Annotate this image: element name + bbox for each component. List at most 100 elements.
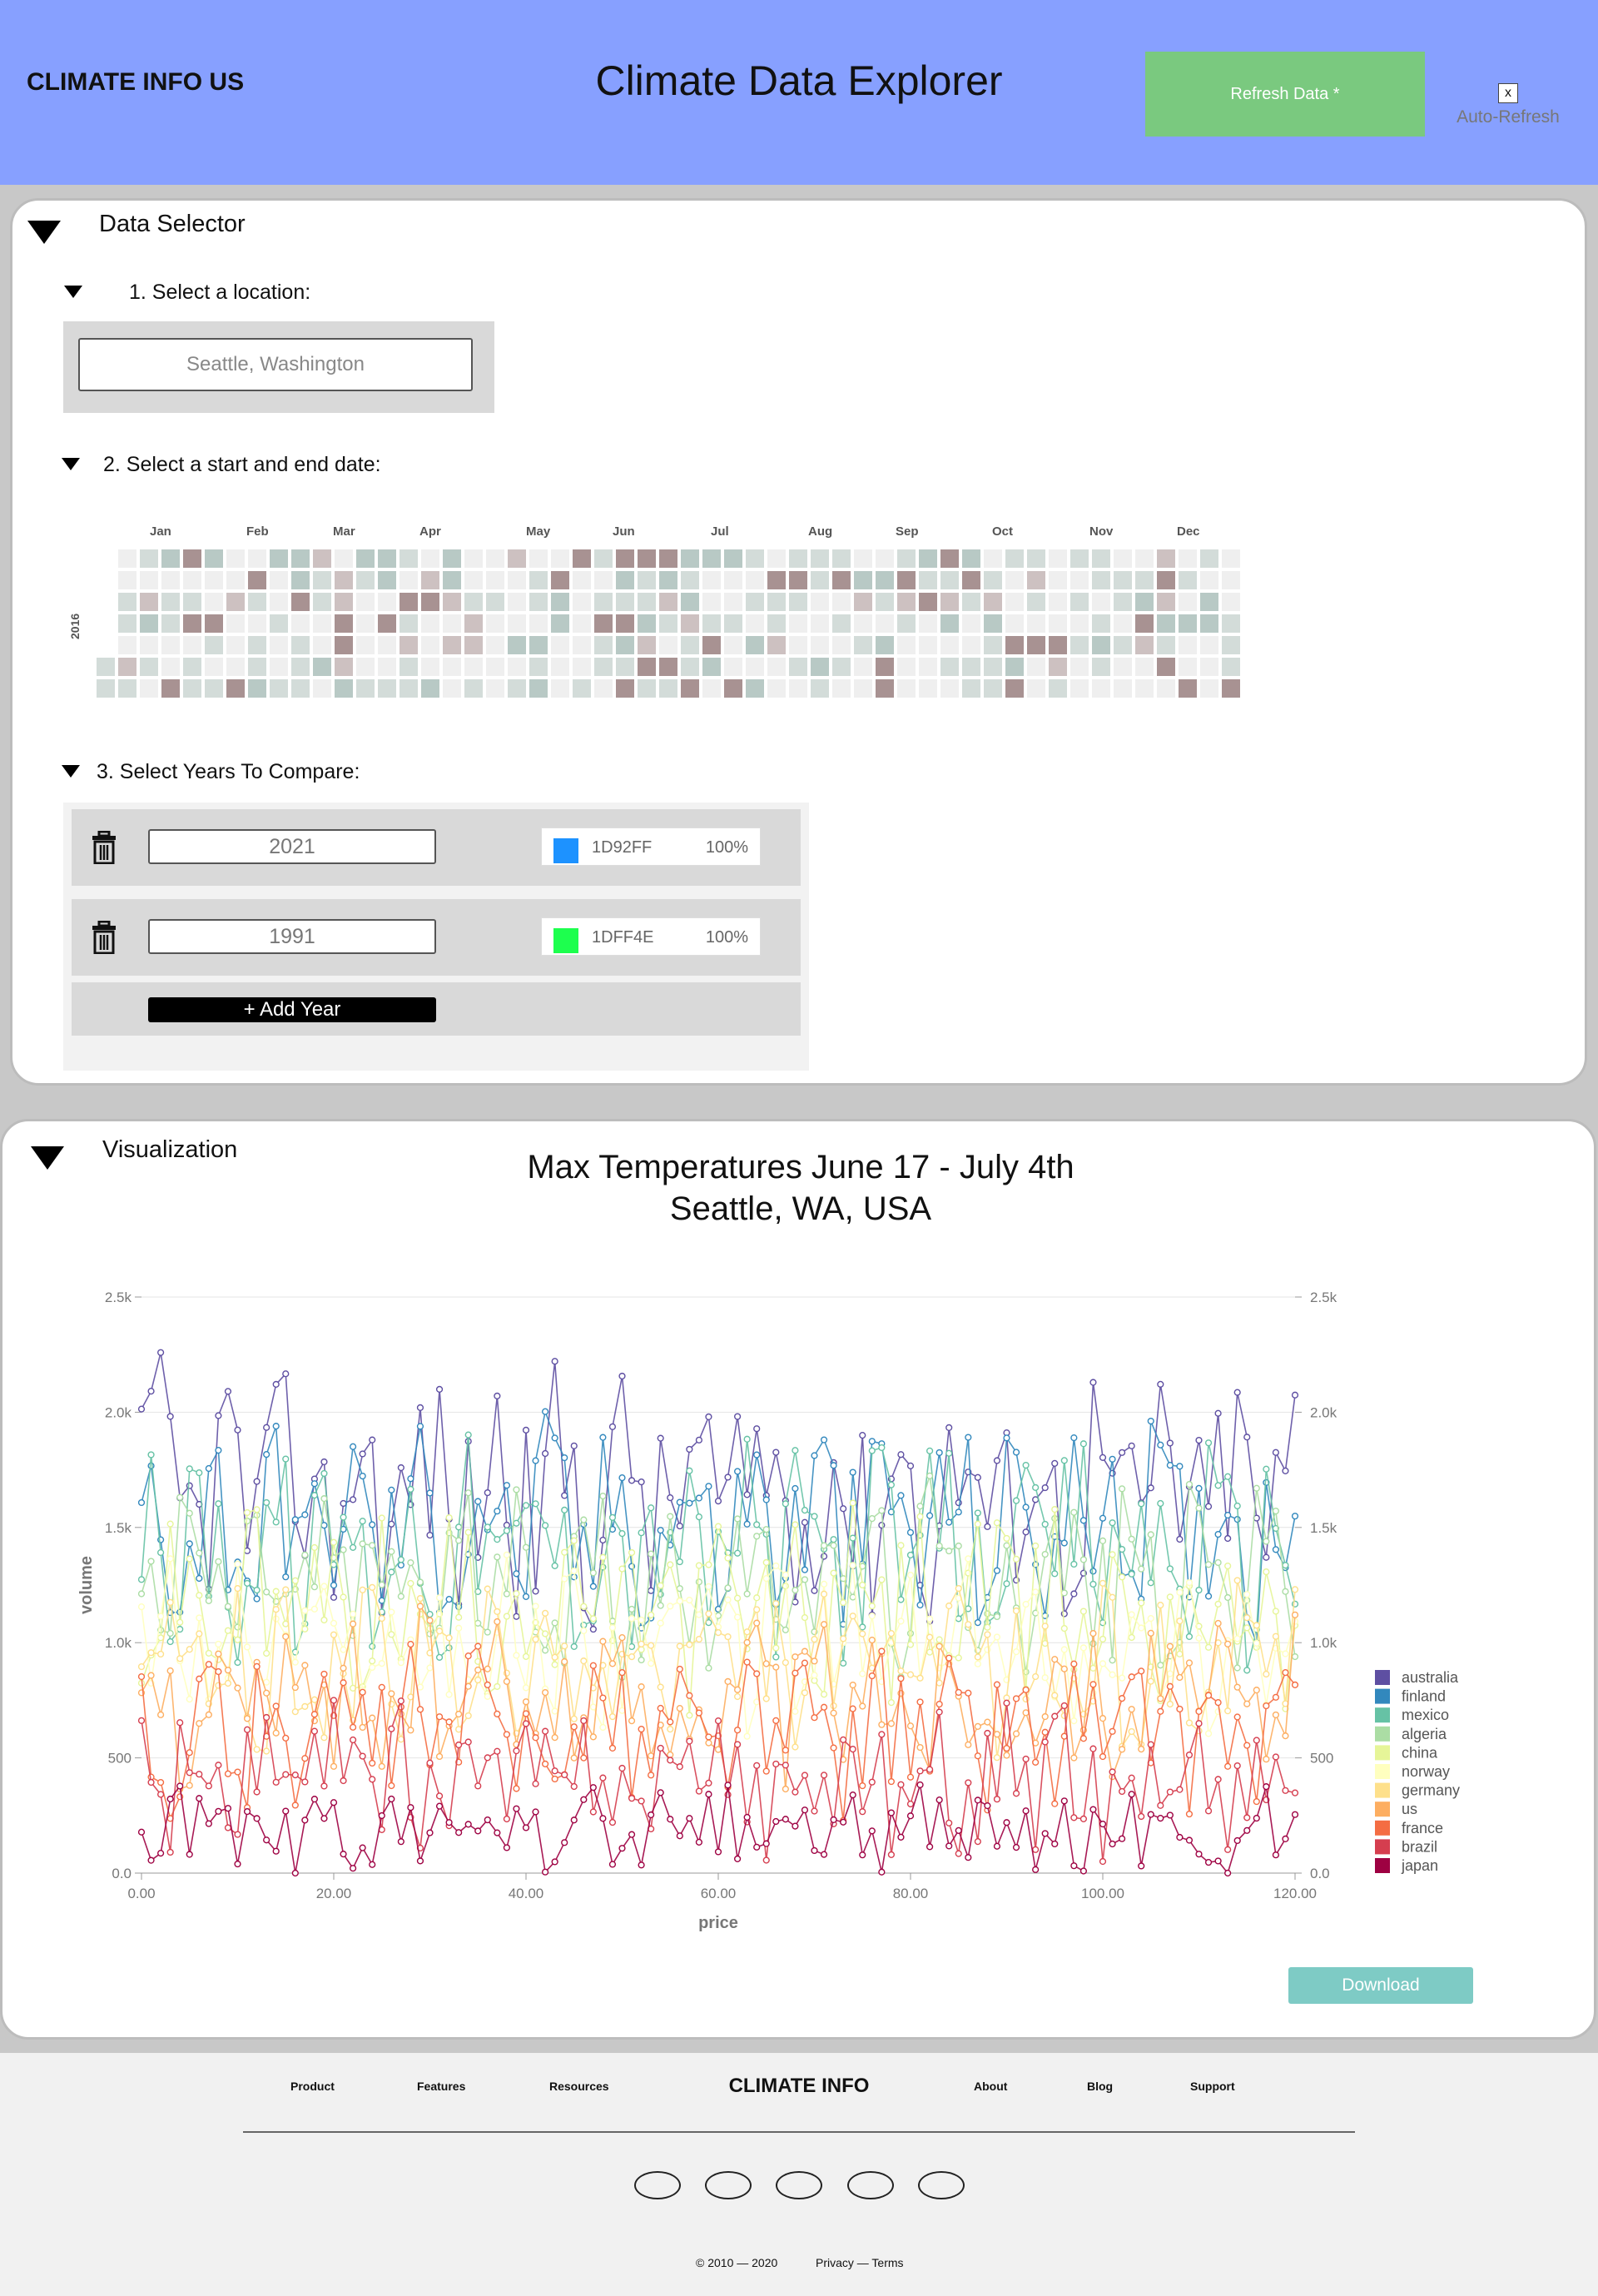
calendar-day-cell[interactable]	[1027, 614, 1045, 633]
calendar-day-cell[interactable]	[659, 658, 677, 676]
calendar-day-cell[interactable]	[962, 679, 980, 698]
calendar-day-cell[interactable]	[443, 679, 461, 698]
calendar-day-cell[interactable]	[1179, 614, 1197, 633]
calendar-day-cell[interactable]	[378, 679, 396, 698]
calendar-day-cell[interactable]	[529, 636, 548, 654]
calendar-day-cell[interactable]	[551, 571, 569, 589]
trash-icon[interactable]	[92, 831, 117, 864]
footer-legal-links[interactable]: Privacy — Terms	[816, 2256, 904, 2269]
calendar-day-cell[interactable]	[1135, 658, 1154, 676]
calendar-day-cell[interactable]	[1179, 658, 1197, 676]
calendar-day-cell[interactable]	[638, 549, 656, 568]
calendar-day-cell[interactable]	[248, 549, 266, 568]
calendar-day-cell[interactable]	[876, 679, 894, 698]
calendar-day-cell[interactable]	[205, 593, 223, 611]
calendar-day-cell[interactable]	[573, 614, 591, 633]
trash-icon[interactable]	[92, 921, 117, 954]
calendar-day-cell[interactable]	[746, 658, 764, 676]
calendar-day-cell[interactable]	[1179, 679, 1197, 698]
calendar-day-cell[interactable]	[551, 679, 569, 698]
calendar-day-cell[interactable]	[1157, 549, 1175, 568]
calendar-day-cell[interactable]	[616, 658, 634, 676]
calendar-day-cell[interactable]	[291, 636, 310, 654]
calendar-day-cell[interactable]	[400, 571, 418, 589]
calendar-day-cell[interactable]	[1005, 658, 1024, 676]
calendar-day-cell[interactable]	[1070, 658, 1089, 676]
calendar-day-cell[interactable]	[508, 593, 526, 611]
calendar-day-cell[interactable]	[659, 614, 677, 633]
calendar-day-cell[interactable]	[1005, 679, 1024, 698]
calendar-day-cell[interactable]	[183, 679, 201, 698]
calendar-day-cell[interactable]	[746, 549, 764, 568]
calendar-day-cell[interactable]	[876, 658, 894, 676]
calendar-day-cell[interactable]	[832, 614, 851, 633]
calendar-day-cell[interactable]	[1135, 636, 1154, 654]
calendar-day-cell[interactable]	[1027, 658, 1045, 676]
calendar-day-cell[interactable]	[1027, 636, 1045, 654]
calendar-day-cell[interactable]	[421, 658, 439, 676]
calendar-day-cell[interactable]	[291, 593, 310, 611]
color-opacity[interactable]: 100%	[705, 928, 748, 947]
calendar-day-cell[interactable]	[464, 571, 483, 589]
calendar-day-cell[interactable]	[984, 571, 1002, 589]
calendar-day-cell[interactable]	[702, 549, 721, 568]
calendar-day-cell[interactable]	[573, 549, 591, 568]
calendar-day-cell[interactable]	[746, 636, 764, 654]
calendar-day-cell[interactable]	[226, 636, 245, 654]
calendar-day-cell[interactable]	[746, 679, 764, 698]
calendar-day-cell[interactable]	[876, 549, 894, 568]
calendar-day-cell[interactable]	[811, 571, 829, 589]
calendar-day-cell[interactable]	[1070, 549, 1089, 568]
calendar-day-cell[interactable]	[573, 679, 591, 698]
calendar-day-cell[interactable]	[1027, 571, 1045, 589]
calendar-day-cell[interactable]	[897, 614, 916, 633]
calendar-day-cell[interactable]	[984, 658, 1002, 676]
calendar-day-cell[interactable]	[724, 614, 742, 633]
calendar-day-cell[interactable]	[681, 614, 699, 633]
color-swatch[interactable]	[553, 838, 578, 863]
calendar-day-cell[interactable]	[335, 593, 353, 611]
calendar-day-cell[interactable]	[984, 636, 1002, 654]
calendar-day-cell[interactable]	[118, 658, 136, 676]
social-icon[interactable]	[634, 2171, 681, 2199]
calendar-day-cell[interactable]	[940, 549, 959, 568]
calendar-day-cell[interactable]	[226, 549, 245, 568]
calendar-day-cell[interactable]	[1070, 679, 1089, 698]
calendar-day-cell[interactable]	[724, 636, 742, 654]
calendar-day-cell[interactable]	[1157, 658, 1175, 676]
calendar-day-cell[interactable]	[464, 593, 483, 611]
calendar-day-cell[interactable]	[508, 658, 526, 676]
calendar-day-cell[interactable]	[811, 549, 829, 568]
calendar-day-cell[interactable]	[854, 658, 872, 676]
calendar-day-cell[interactable]	[984, 679, 1002, 698]
calendar-day-cell[interactable]	[356, 571, 375, 589]
calendar-day-cell[interactable]	[573, 658, 591, 676]
calendar-day-cell[interactable]	[1049, 679, 1067, 698]
calendar-day-cell[interactable]	[335, 636, 353, 654]
calendar-day-cell[interactable]	[335, 549, 353, 568]
calendar-day-cell[interactable]	[486, 593, 504, 611]
calendar-day-cell[interactable]	[508, 614, 526, 633]
calendar-day-cell[interactable]	[767, 658, 786, 676]
calendar-day-cell[interactable]	[1070, 593, 1089, 611]
calendar-day-cell[interactable]	[161, 593, 180, 611]
auto-refresh-checkbox[interactable]: x	[1498, 83, 1518, 103]
calendar-day-cell[interactable]	[1114, 679, 1132, 698]
download-button[interactable]: Download	[1288, 1967, 1473, 2004]
calendar-day-cell[interactable]	[400, 658, 418, 676]
calendar-day-cell[interactable]	[1135, 614, 1154, 633]
calendar-day-cell[interactable]	[616, 593, 634, 611]
calendar-day-cell[interactable]	[335, 614, 353, 633]
calendar-day-cell[interactable]	[659, 571, 677, 589]
calendar-day-cell[interactable]	[1049, 593, 1067, 611]
calendar-day-cell[interactable]	[270, 636, 288, 654]
calendar-day-cell[interactable]	[248, 571, 266, 589]
calendar-day-cell[interactable]	[1049, 614, 1067, 633]
calendar-day-cell[interactable]	[789, 658, 807, 676]
calendar-day-cell[interactable]	[789, 636, 807, 654]
footer-link-support[interactable]: Support	[1190, 2080, 1235, 2093]
calendar-day-cell[interactable]	[118, 571, 136, 589]
calendar-day-cell[interactable]	[183, 593, 201, 611]
calendar-day-cell[interactable]	[984, 549, 1002, 568]
calendar-day-cell[interactable]	[551, 636, 569, 654]
